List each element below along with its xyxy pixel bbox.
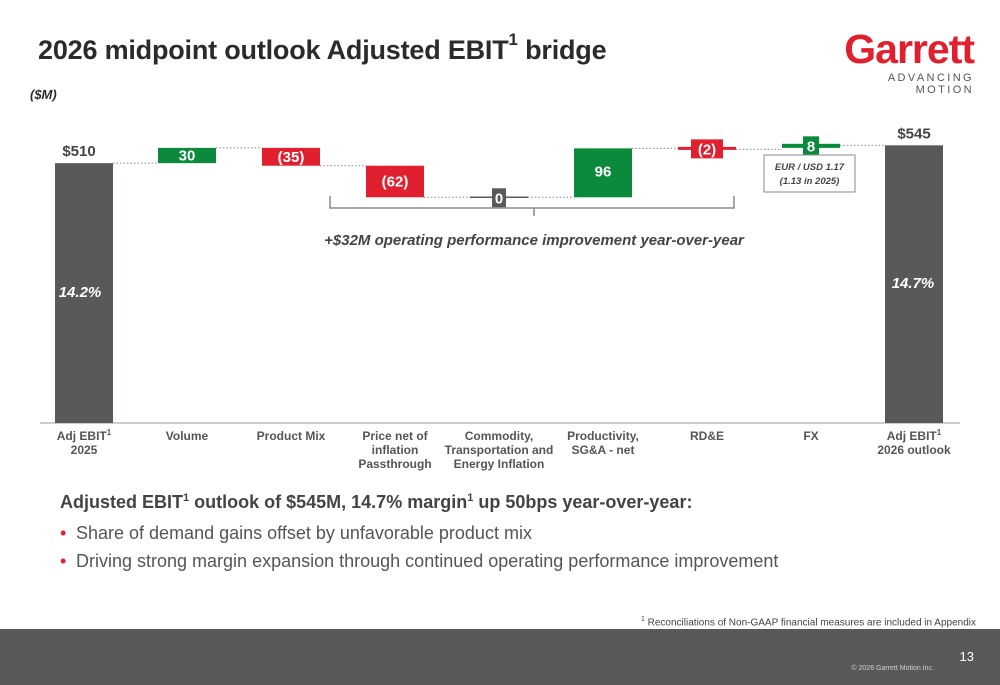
category-label: Product Mix <box>257 429 326 443</box>
category-label: RD&E <box>690 429 724 443</box>
category-label-footnote-marker: 1 <box>107 428 112 437</box>
bar-margin-label: 14.2% <box>59 284 102 301</box>
category-label: SG&A - net <box>572 443 635 457</box>
category-label: 2026 outlook <box>877 443 951 457</box>
bar-value-label: (2) <box>698 141 716 158</box>
bar-value-label: 96 <box>595 163 612 180</box>
units-label: ($M) <box>30 87 57 102</box>
bar-value-badge <box>492 188 506 208</box>
summary-headline-text: outlook of $545M, 14.7% margin <box>189 492 468 512</box>
page-title-text: 2026 midpoint outlook Adjusted EBIT <box>38 35 509 65</box>
summary-footnote-marker: 1 <box>467 492 474 504</box>
logo-wordmark: Garrett <box>844 26 975 72</box>
summary-headline: Adjusted EBIT1 outlook of $545M, 14.7% m… <box>60 492 960 513</box>
bar-value-badge <box>691 139 723 159</box>
category-label: Energy Inflation <box>454 457 545 471</box>
page-title-tail: bridge <box>517 35 607 65</box>
category-label: Adj EBIT1 <box>887 428 942 443</box>
copyright: © 2026 Garrett Motion Inc. <box>851 665 934 672</box>
bar-value-label: 8 <box>807 138 815 155</box>
bar-delta <box>574 148 632 198</box>
page-number: 13 <box>959 649 974 664</box>
category-label: 2025 <box>71 443 98 457</box>
category-label: Adj EBIT1 <box>57 428 112 443</box>
bracket <box>329 196 735 216</box>
bar-delta <box>262 147 320 166</box>
summary-footnote-marker: 1 <box>183 492 190 504</box>
summary-bullet: Share of demand gains offset by unfavora… <box>60 523 960 544</box>
category-label: Productivity, <box>567 429 639 443</box>
fx-note-line: (1.13 in 2025) <box>780 176 840 187</box>
category-label: Transportation and <box>445 443 554 457</box>
fx-note-line: EUR / USD 1.17 <box>775 162 845 173</box>
bar-delta <box>366 165 424 198</box>
fx-note-box <box>763 154 856 193</box>
bar-value-label: (35) <box>278 149 305 166</box>
category-label: Volume <box>166 429 209 443</box>
summary-headline-text: Adjusted EBIT <box>60 492 184 512</box>
logo-tagline: ADVANCING MOTION <box>887 72 974 96</box>
category-label: Price net of <box>362 429 428 443</box>
footnote-marker: 1 <box>640 616 645 623</box>
summary-bullet: Driving strong margin expansion through … <box>60 551 960 572</box>
summary-headline-text: up 50bps year-over-year: <box>473 492 693 512</box>
bar-value-label: 0 <box>495 190 503 207</box>
bar-total <box>885 145 943 423</box>
category-label: inflation <box>372 443 419 457</box>
category-label: FX <box>803 429 818 443</box>
category-label-footnote-marker: 1 <box>937 428 942 437</box>
page-title: 2026 midpoint outlook Adjusted EBIT1 bri… <box>38 30 607 66</box>
footer-bar: 13 © 2026 Garrett Motion Inc. <box>0 629 1000 685</box>
category-label: Commodity, <box>465 429 533 443</box>
garrett-logo: Garrett ADVANCING MOTION <box>834 26 975 96</box>
category-label: Passthrough <box>358 457 431 471</box>
summary-section: Adjusted EBIT1 outlook of $545M, 14.7% m… <box>60 492 960 572</box>
bar-total <box>55 163 113 423</box>
bar-value-label: $545 <box>897 125 930 142</box>
footnote: 1 Reconciliations of Non-GAAP financial … <box>641 616 976 628</box>
ebit-bridge-chart: $510 14.2% 30 (35) (62) 0 96 (2) 8 $545 14.7% Adj E… <box>40 125 960 471</box>
bar-delta <box>158 147 216 164</box>
bar-margin-label: 14.7% <box>892 275 935 292</box>
footnote-text: Reconciliations of Non-GAAP financial me… <box>644 617 976 629</box>
bar-value-label: 30 <box>179 148 196 165</box>
page-title-footnote-marker: 1 <box>508 30 518 49</box>
bar-value-label: (62) <box>382 173 409 190</box>
bar-value-label: $510 <box>62 143 95 160</box>
bar-value-badge <box>803 136 819 156</box>
bracket-annotation: +$32M operating performance improvement … <box>324 232 745 249</box>
